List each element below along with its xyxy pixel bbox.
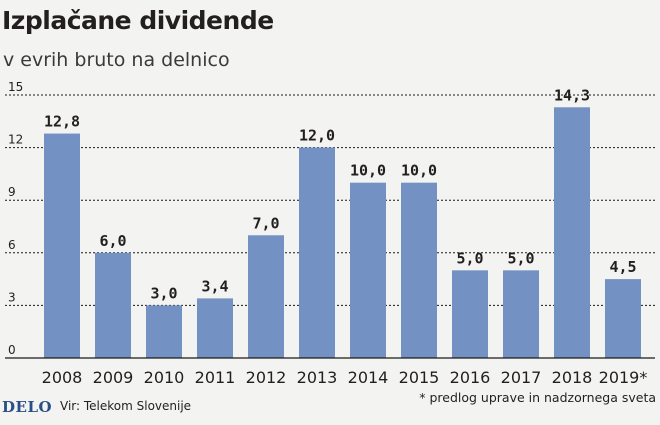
bar-value-label: 6,0: [99, 232, 126, 250]
bar: [197, 298, 233, 358]
y-tick-label: 9: [8, 185, 16, 199]
chart-subtitle: v evrih bruto na delnico: [3, 49, 230, 71]
y-tick-label: 12: [8, 133, 23, 147]
x-tick-label: 2011: [195, 368, 236, 387]
bar: [605, 279, 641, 358]
x-tick-label: 2016: [450, 368, 491, 387]
x-tick-label: 2008: [42, 368, 83, 387]
bar-value-label: 14,3: [554, 86, 590, 104]
bar-value-label: 5,0: [507, 249, 534, 267]
bar: [44, 133, 80, 358]
y-tick-label: 0: [8, 343, 16, 357]
bar: [503, 270, 539, 358]
x-tick-label: 2013: [297, 368, 338, 387]
y-tick-label: 6: [8, 238, 16, 252]
bar: [146, 305, 182, 358]
x-tick-label: 2019*: [599, 368, 648, 387]
y-tick-label: 15: [8, 80, 23, 94]
bar-value-label: 12,0: [299, 127, 335, 145]
bar: [299, 147, 335, 358]
bar-value-label: 4,5: [609, 258, 636, 276]
y-tick-label: 3: [8, 290, 16, 304]
bar-value-label: 5,0: [456, 249, 483, 267]
delo-logo: DELO: [2, 398, 53, 416]
bar: [452, 270, 488, 358]
bar: [248, 235, 284, 358]
x-tick-label: 2015: [399, 368, 440, 387]
x-tick-label: 2010: [144, 368, 185, 387]
bar: [350, 182, 386, 358]
bar-value-label: 3,0: [150, 284, 177, 302]
footnote-text: * predlog uprave in nadzornega sveta: [419, 390, 656, 405]
chart-title: Izplačane dividende: [2, 6, 274, 35]
x-tick-label: 2012: [246, 368, 287, 387]
x-tick-label: 2009: [93, 368, 134, 387]
x-tick-label: 2017: [501, 368, 542, 387]
bar-value-label: 3,4: [201, 277, 228, 295]
x-tick-label: 2018: [552, 368, 593, 387]
bar-value-label: 10,0: [401, 162, 437, 180]
bar: [401, 182, 437, 358]
bar-value-label: 12,8: [44, 113, 80, 131]
bar-value-label: 10,0: [350, 162, 386, 180]
x-tick-label: 2014: [348, 368, 389, 387]
bar-value-label: 7,0: [252, 214, 279, 232]
bar: [554, 107, 590, 358]
source-text: Vir: Telekom Slovenije: [60, 399, 192, 413]
bar: [95, 252, 131, 358]
